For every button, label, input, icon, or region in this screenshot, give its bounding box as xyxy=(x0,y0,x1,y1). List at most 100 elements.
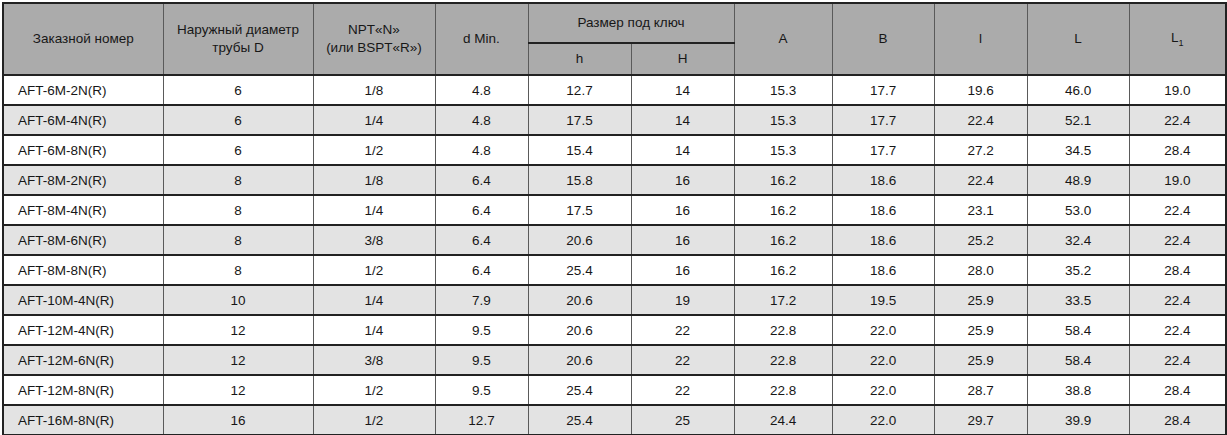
order-number-cell: AFT-6M-2N(R) xyxy=(3,75,163,105)
value-cell: 53.0 xyxy=(1027,195,1129,225)
value-cell: 22.4 xyxy=(1129,195,1226,225)
value-cell: 25.9 xyxy=(934,345,1027,375)
value-cell: 16 xyxy=(631,225,734,255)
table-container: Заказной номер Наружный диаметр трубы D … xyxy=(0,0,1227,435)
header-thread-type: NPT«N» (или BSPT«R») xyxy=(313,3,435,75)
value-cell: 15.3 xyxy=(734,105,832,135)
value-cell: 22.0 xyxy=(832,405,934,435)
value-cell: 18.6 xyxy=(832,165,934,195)
header-l1: L1 xyxy=(1129,3,1226,75)
value-cell: 28.4 xyxy=(1129,405,1226,435)
header-wrench-cap-h: H xyxy=(631,43,734,75)
value-cell: 38.8 xyxy=(1027,375,1129,405)
value-cell: 22 xyxy=(631,315,734,345)
value-cell: 8 xyxy=(163,225,313,255)
value-cell: 20.6 xyxy=(528,225,631,255)
value-cell: 58.4 xyxy=(1027,315,1129,345)
value-cell: 12 xyxy=(163,315,313,345)
order-number-cell: AFT-12M-6N(R) xyxy=(3,345,163,375)
value-cell: 1/8 xyxy=(313,75,435,105)
table-row: AFT-6M-4N(R)61/44.817.51415.317.722.452.… xyxy=(3,105,1226,135)
value-cell: 19.5 xyxy=(832,285,934,315)
table-row: AFT-8M-6N(R)83/86.420.61616.218.625.232.… xyxy=(3,225,1226,255)
value-cell: 28.4 xyxy=(1129,255,1226,285)
header-l-upper: L xyxy=(1027,3,1129,75)
value-cell: 22.4 xyxy=(934,105,1027,135)
fittings-dimensions-table: Заказной номер Наружный диаметр трубы D … xyxy=(2,2,1227,435)
value-cell: 8 xyxy=(163,255,313,285)
value-cell: 12 xyxy=(163,375,313,405)
value-cell: 1/4 xyxy=(313,195,435,225)
value-cell: 15.3 xyxy=(734,75,832,105)
value-cell: 52.1 xyxy=(1027,105,1129,135)
order-number-cell: AFT-6M-4N(R) xyxy=(3,105,163,135)
table-row: AFT-10M-4N(R)101/47.920.61917.219.525.93… xyxy=(3,285,1226,315)
value-cell: 9.5 xyxy=(435,315,528,345)
value-cell: 6.4 xyxy=(435,225,528,255)
table-row: AFT-6M-2N(R)61/84.812.71415.317.719.646.… xyxy=(3,75,1226,105)
header-wrench-size-group: Размер под ключ xyxy=(528,3,734,43)
value-cell: 24.4 xyxy=(734,405,832,435)
header-l-lower: l xyxy=(934,3,1027,75)
value-cell: 33.5 xyxy=(1027,285,1129,315)
table-row: AFT-16M-8N(R)161/212.725.42524.422.029.7… xyxy=(3,405,1226,435)
value-cell: 16.2 xyxy=(734,255,832,285)
value-cell: 17.7 xyxy=(832,75,934,105)
value-cell: 22.8 xyxy=(734,345,832,375)
table-row: AFT-12M-8N(R)121/29.525.42222.822.028.73… xyxy=(3,375,1226,405)
value-cell: 29.7 xyxy=(934,405,1027,435)
value-cell: 16 xyxy=(631,255,734,285)
value-cell: 22.0 xyxy=(832,345,934,375)
value-cell: 18.6 xyxy=(832,255,934,285)
value-cell: 1/8 xyxy=(313,165,435,195)
table-row: AFT-8M-8N(R)81/26.425.41616.218.628.035.… xyxy=(3,255,1226,285)
value-cell: 1/2 xyxy=(313,255,435,285)
value-cell: 14 xyxy=(631,105,734,135)
value-cell: 6 xyxy=(163,105,313,135)
value-cell: 17.5 xyxy=(528,105,631,135)
header-line: Наружный диаметр xyxy=(177,22,299,37)
value-cell: 27.2 xyxy=(934,135,1027,165)
value-cell: 20.6 xyxy=(528,315,631,345)
header-d-min: d Min. xyxy=(435,3,528,75)
value-cell: 18.6 xyxy=(832,195,934,225)
value-cell: 22.4 xyxy=(1129,225,1226,255)
order-number-cell: AFT-8M-6N(R) xyxy=(3,225,163,255)
value-cell: 4.8 xyxy=(435,105,528,135)
value-cell: 1/4 xyxy=(313,285,435,315)
value-cell: 16.2 xyxy=(734,225,832,255)
value-cell: 22.0 xyxy=(832,315,934,345)
value-cell: 17.5 xyxy=(528,195,631,225)
value-cell: 16 xyxy=(631,165,734,195)
value-cell: 12.7 xyxy=(528,75,631,105)
order-number-cell: AFT-6M-8N(R) xyxy=(3,135,163,165)
value-cell: 19 xyxy=(631,285,734,315)
value-cell: 22 xyxy=(631,345,734,375)
value-cell: 35.2 xyxy=(1027,255,1129,285)
order-number-cell: AFT-16M-8N(R) xyxy=(3,405,163,435)
value-cell: 4.8 xyxy=(435,75,528,105)
value-cell: 3/8 xyxy=(313,225,435,255)
value-cell: 20.6 xyxy=(528,345,631,375)
value-cell: 25.4 xyxy=(528,255,631,285)
header-line: (или BSPT«R») xyxy=(326,40,422,55)
value-cell: 25.2 xyxy=(934,225,1027,255)
order-number-cell: AFT-8M-8N(R) xyxy=(3,255,163,285)
value-cell: 19.0 xyxy=(1129,165,1226,195)
value-cell: 22.4 xyxy=(934,165,1027,195)
value-cell: 6 xyxy=(163,135,313,165)
value-cell: 14 xyxy=(631,75,734,105)
value-cell: 58.4 xyxy=(1027,345,1129,375)
value-cell: 22 xyxy=(631,375,734,405)
header-row-top: Заказной номер Наружный диаметр трубы D … xyxy=(3,3,1226,43)
value-cell: 19.6 xyxy=(934,75,1027,105)
value-cell: 32.4 xyxy=(1027,225,1129,255)
order-number-cell: AFT-10M-4N(R) xyxy=(3,285,163,315)
value-cell: 8 xyxy=(163,165,313,195)
value-cell: 10 xyxy=(163,285,313,315)
header-a: A xyxy=(734,3,832,75)
value-cell: 28.0 xyxy=(934,255,1027,285)
value-cell: 20.6 xyxy=(528,285,631,315)
value-cell: 22.4 xyxy=(1129,285,1226,315)
table-row: AFT-12M-6N(R)123/89.520.62222.822.025.95… xyxy=(3,345,1226,375)
